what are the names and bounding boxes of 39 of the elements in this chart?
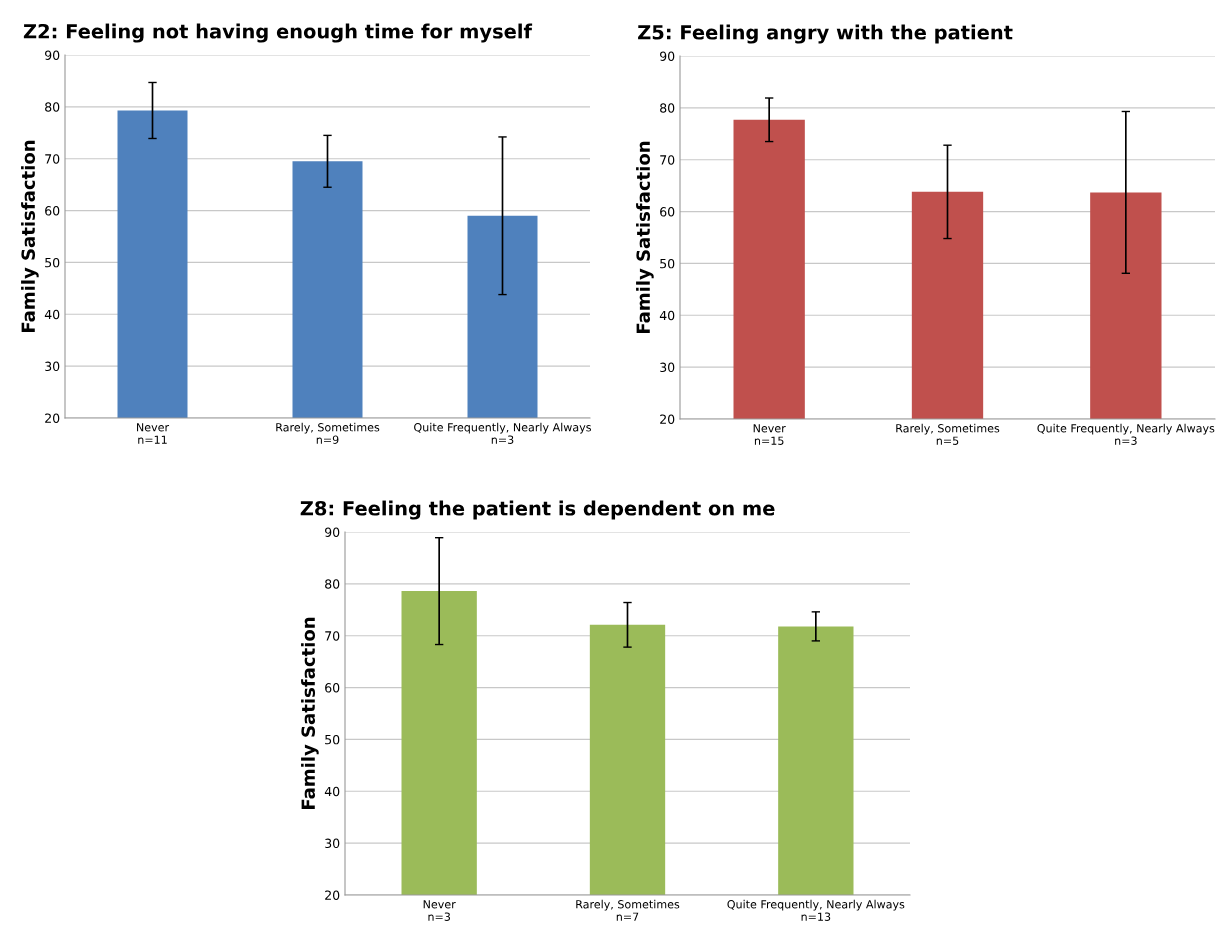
y-tick-label: 40: [659, 310, 675, 321]
y-tick-label: 40: [44, 309, 60, 320]
x-tick-label: Quite Frequently, Nearly Always n=3: [1037, 423, 1215, 445]
y-tick-label: 70: [660, 155, 675, 165]
y-tick-label: 70: [45, 154, 60, 164]
y-axis-title: Family Satisfaction: [301, 617, 319, 809]
y-tick-label: 80: [45, 102, 60, 112]
x-tick-label: Never n=3: [423, 900, 456, 921]
chart-title: Z8: Feeling the patient is dependent on me: [300, 500, 775, 520]
y-axis-title: Family Satisfaction: [21, 140, 39, 332]
y-tick-label: 40: [324, 786, 340, 797]
x-tick-label: Never n=15: [753, 424, 786, 445]
y-tick-label: 20: [325, 890, 340, 900]
y-tick-label: 50: [325, 734, 340, 745]
y-tick-label: 50: [45, 257, 60, 268]
y-tick-label: 20: [45, 413, 60, 423]
chart-title: Z2: Feeling not having enough time for myself: [23, 23, 533, 43]
y-axis-title: Family Satisfaction: [636, 141, 654, 333]
y-tick-label: 60: [660, 207, 675, 217]
x-tick-label: Quite Frequently, Nearly Always n=3: [414, 422, 591, 444]
y-tick-label: 70: [325, 631, 340, 641]
y-tick-label: 30: [325, 838, 340, 849]
x-tick-label: Rarely, Sometimes n=7: [576, 899, 680, 921]
x-tick-label: Rarely, Sometimes n=5: [896, 423, 1000, 445]
y-tick-label: 50: [660, 258, 675, 269]
y-tick-label: 60: [45, 206, 60, 216]
y-tick-label: 60: [325, 683, 340, 693]
y-tick-label: 30: [660, 362, 675, 373]
y-tick-label: 80: [325, 579, 340, 589]
x-tick-label: Quite Frequently, Nearly Always n=13: [727, 899, 905, 921]
y-tick-label: 90: [325, 527, 340, 537]
x-tick-label: Never n=11: [137, 423, 170, 444]
y-tick-label: 20: [660, 414, 675, 424]
y-tick-label: 90: [45, 50, 60, 60]
y-tick-label: 90: [660, 51, 675, 61]
chart-title: Z5: Feeling angry with the patient: [638, 24, 1013, 44]
y-tick-label: 80: [660, 103, 675, 113]
x-tick-label: Rarely, Sometimes n=9: [276, 422, 380, 444]
y-tick-label: 30: [45, 361, 60, 372]
